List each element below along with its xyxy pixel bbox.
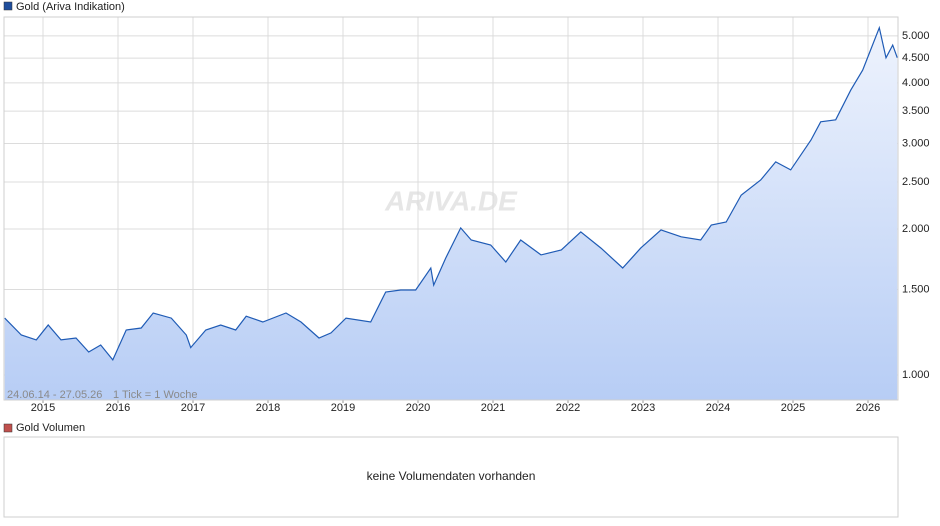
x-tick-label: 2015 bbox=[31, 402, 55, 414]
x-tick-label: 2024 bbox=[706, 402, 730, 414]
area bbox=[4, 27, 898, 401]
x-tick-label: 2017 bbox=[181, 402, 205, 414]
y-tick-label: 4.000 bbox=[902, 77, 930, 89]
line bbox=[4, 25, 898, 362]
plot-border bbox=[3, 16, 899, 401]
x-tick-label: 2025 bbox=[781, 402, 805, 414]
y-tick-label: 2.000 bbox=[902, 223, 930, 235]
volume-message: keine Volumendaten vorhanden bbox=[367, 469, 536, 483]
tick-note: 1 Tick = 1 Woche bbox=[113, 389, 197, 401]
range-note: 24.06.14 - 27.05.26 bbox=[7, 389, 102, 401]
x-tick-label: 2023 bbox=[631, 402, 655, 414]
x-tick-label: 2020 bbox=[406, 402, 430, 414]
legend-label: Gold (Ariva Indikation) bbox=[16, 1, 125, 13]
x-tick-label: 2021 bbox=[481, 402, 505, 414]
legend-swatch bbox=[3, 1, 13, 11]
x-tick-label: 2016 bbox=[106, 402, 130, 414]
volume-legend-label: Gold Volumen bbox=[16, 422, 85, 434]
x-tick-label: 2018 bbox=[256, 402, 280, 414]
y-tick-label: 1.000 bbox=[902, 369, 930, 381]
watermark: ARIVA.DE bbox=[384, 185, 518, 216]
y-tick-label: 1.500 bbox=[902, 283, 930, 295]
y-tick-label: 5.000 bbox=[902, 30, 930, 42]
volume-legend-swatch bbox=[3, 423, 13, 433]
y-tick-label: 4.500 bbox=[902, 52, 930, 64]
y-tick-label: 3.500 bbox=[902, 105, 930, 117]
y-tick-label: 3.000 bbox=[902, 137, 930, 149]
x-tick-label: 2019 bbox=[331, 402, 355, 414]
x-tick-label: 2022 bbox=[556, 402, 580, 414]
volume-frame bbox=[3, 436, 899, 518]
y-tick-label: 2.500 bbox=[902, 176, 930, 188]
x-tick-label: 2026 bbox=[856, 402, 880, 414]
